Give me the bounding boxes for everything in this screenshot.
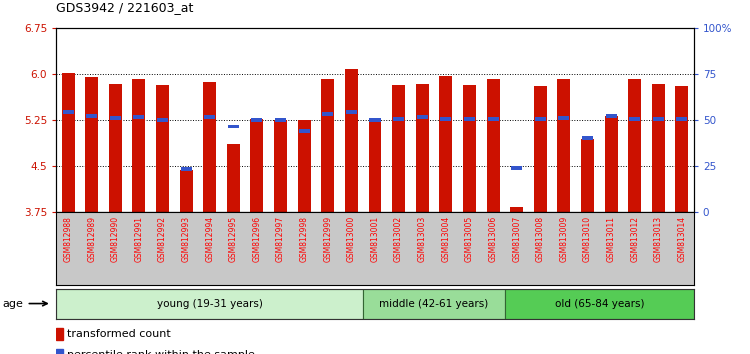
Text: percentile rank within the sample: percentile rank within the sample — [68, 350, 255, 354]
Text: GDS3942 / 221603_at: GDS3942 / 221603_at — [56, 1, 194, 14]
Text: age: age — [3, 298, 47, 309]
Text: GSM813009: GSM813009 — [560, 216, 568, 262]
Text: GSM813003: GSM813003 — [418, 216, 427, 262]
Text: transformed count: transformed count — [68, 329, 171, 339]
Text: GSM812990: GSM812990 — [111, 216, 120, 262]
Bar — [157, 118, 168, 122]
Bar — [676, 116, 688, 120]
Text: GSM813013: GSM813013 — [654, 216, 663, 262]
Bar — [417, 115, 428, 119]
Bar — [535, 117, 546, 121]
Bar — [581, 139, 594, 212]
Bar — [512, 166, 522, 170]
Text: GSM813014: GSM813014 — [677, 216, 686, 262]
Bar — [628, 79, 641, 212]
Bar — [582, 136, 593, 140]
Bar — [440, 76, 452, 212]
Bar — [109, 84, 122, 212]
Bar — [228, 125, 238, 129]
Bar — [510, 207, 524, 212]
Text: GSM812999: GSM812999 — [323, 216, 332, 262]
Bar — [416, 84, 429, 212]
Bar — [274, 120, 287, 212]
Bar — [86, 114, 98, 118]
Bar — [534, 86, 547, 212]
Bar — [346, 110, 357, 114]
Bar — [464, 116, 475, 120]
Text: GSM812998: GSM812998 — [300, 216, 309, 262]
Bar — [345, 69, 358, 212]
Bar — [134, 115, 145, 119]
Bar — [86, 78, 98, 212]
Text: GSM812995: GSM812995 — [229, 216, 238, 262]
Bar — [110, 116, 121, 120]
Bar — [629, 117, 640, 121]
Text: GSM813011: GSM813011 — [607, 216, 616, 262]
Bar — [557, 79, 571, 212]
Bar — [133, 79, 146, 212]
Text: GSM813008: GSM813008 — [536, 216, 544, 262]
Bar — [652, 84, 664, 212]
Text: GSM813012: GSM813012 — [630, 216, 639, 262]
Text: GSM813006: GSM813006 — [488, 216, 497, 262]
Bar — [370, 118, 380, 122]
Text: middle (42-61 years): middle (42-61 years) — [380, 298, 489, 309]
Text: GSM812989: GSM812989 — [87, 216, 96, 262]
Bar — [368, 120, 382, 212]
Bar — [251, 118, 262, 122]
Bar — [275, 118, 286, 122]
Bar — [363, 289, 505, 319]
Bar — [393, 116, 404, 120]
Bar — [56, 328, 63, 340]
Bar — [156, 85, 169, 212]
Bar — [226, 144, 240, 212]
Bar — [488, 117, 499, 121]
Bar — [505, 289, 694, 319]
Text: GSM812994: GSM812994 — [206, 216, 214, 262]
Bar — [558, 116, 569, 120]
Bar — [56, 349, 63, 354]
Text: old (65-84 years): old (65-84 years) — [554, 298, 644, 309]
Text: GSM813010: GSM813010 — [583, 216, 592, 262]
Bar — [392, 85, 405, 212]
Bar — [463, 85, 476, 212]
Bar — [179, 170, 193, 212]
Text: GSM812993: GSM812993 — [182, 216, 190, 262]
Text: GSM813005: GSM813005 — [465, 216, 474, 262]
Bar — [487, 79, 500, 212]
Text: GSM812996: GSM812996 — [253, 216, 262, 262]
Bar — [440, 116, 452, 120]
Text: GSM812991: GSM812991 — [134, 216, 143, 262]
Bar — [62, 110, 74, 114]
Bar — [676, 86, 688, 212]
Bar — [652, 116, 664, 120]
Bar — [321, 79, 334, 212]
Bar — [251, 119, 263, 212]
Text: GSM812988: GSM812988 — [64, 216, 73, 262]
Bar — [181, 167, 192, 171]
Text: GSM812992: GSM812992 — [158, 216, 167, 262]
Text: GSM813001: GSM813001 — [370, 216, 380, 262]
Bar — [298, 129, 310, 133]
Bar — [298, 120, 310, 212]
Text: GSM813002: GSM813002 — [394, 216, 403, 262]
Text: GSM813000: GSM813000 — [347, 216, 356, 262]
Text: GSM813004: GSM813004 — [441, 216, 450, 262]
Text: young (19-31 years): young (19-31 years) — [157, 298, 262, 309]
Bar — [62, 73, 74, 212]
Bar — [56, 289, 363, 319]
Bar — [604, 116, 617, 212]
Bar — [605, 114, 616, 118]
Bar — [204, 115, 215, 119]
Bar — [203, 82, 216, 212]
Text: GSM812997: GSM812997 — [276, 216, 285, 262]
Bar — [322, 112, 333, 116]
Text: GSM813007: GSM813007 — [512, 216, 521, 262]
